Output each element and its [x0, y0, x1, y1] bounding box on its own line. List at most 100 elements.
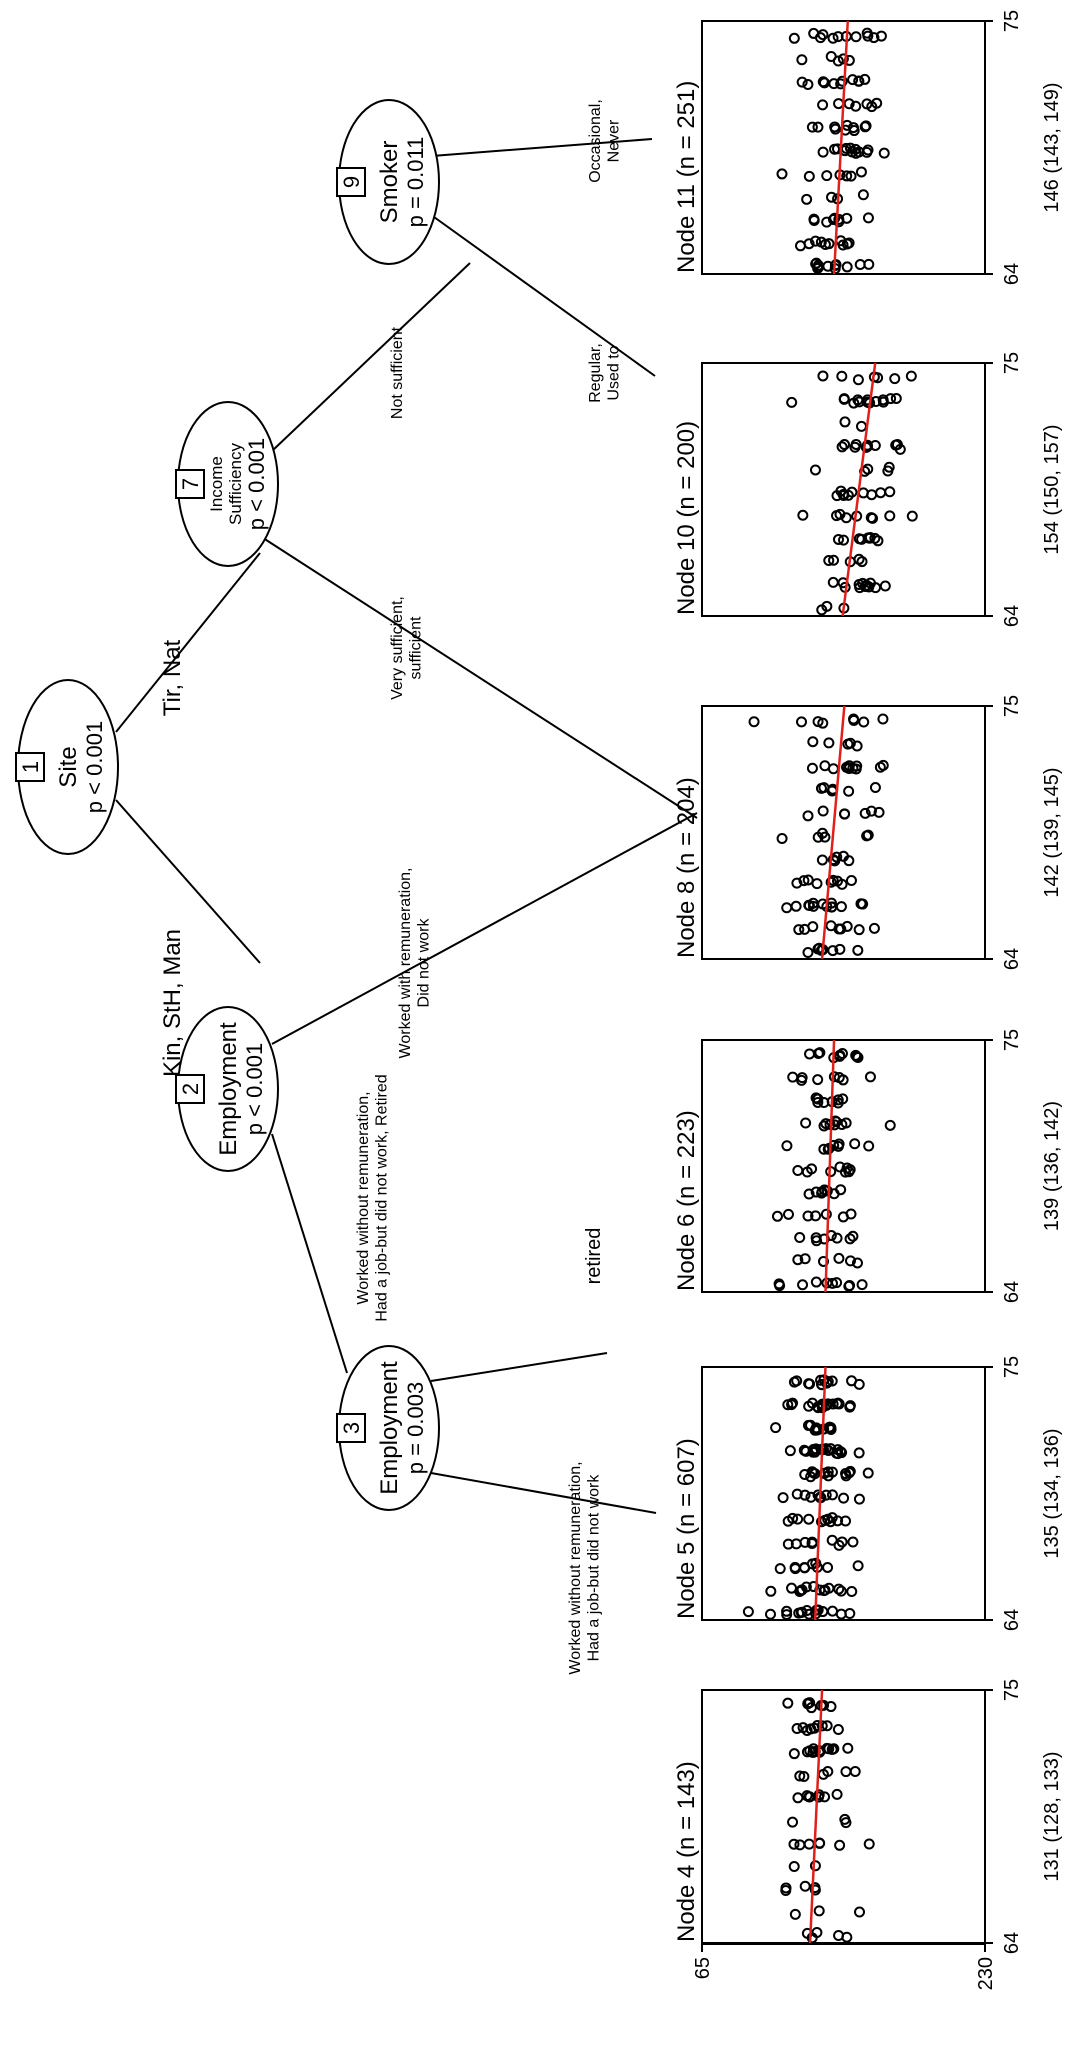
scatter-point: [789, 1908, 801, 1920]
panel-node-5-xtick-label: 75: [1001, 1356, 1023, 1378]
scatter-point: [791, 877, 803, 889]
node-3-pvalue: p = 0.003: [403, 1382, 428, 1474]
scatter-point: [884, 1119, 896, 1131]
scatter-point: [781, 1140, 793, 1152]
scatter-point: [843, 98, 855, 110]
scatter-point: [803, 238, 815, 250]
scatter-point: [829, 143, 841, 155]
scatter-point: [855, 166, 867, 178]
scatter-point: [802, 874, 814, 886]
scatter-point: [782, 1697, 794, 1709]
scatter-point: [829, 123, 841, 135]
scatter-point: [787, 1512, 799, 1524]
panel-node-11-title: Node 11 (n = 251): [673, 81, 700, 273]
scatter-point: [809, 464, 821, 476]
edge-label-7-9: Not sufficient: [389, 326, 406, 419]
scatter-point: [782, 1538, 794, 1550]
scatter-point: [855, 898, 867, 910]
scatter-point: [853, 1378, 865, 1390]
scatter-point: [853, 75, 865, 87]
node-9-label: Smoker: [376, 141, 403, 224]
scatter-point: [773, 1278, 785, 1290]
scatter-point: [792, 1254, 804, 1266]
scatter-point: [799, 923, 811, 935]
scatter-point: [840, 1515, 852, 1527]
panel-node-6-fit-line: [824, 1039, 836, 1293]
scatter-point: [812, 259, 824, 271]
scatter-point: [802, 947, 814, 959]
scatter-point: [863, 581, 875, 593]
panel-node-8: Node 8 (n = 204) 142 (139, 145) 64 75: [673, 695, 1063, 970]
scatter-point: [817, 146, 829, 158]
scatter-point: [853, 1493, 865, 1505]
scatter-point: [827, 1605, 839, 1617]
scatter-point: [776, 833, 788, 845]
scatter-point: [816, 1402, 828, 1414]
scatter-point: [818, 1255, 830, 1267]
scatter-point: [803, 1608, 815, 1620]
scatter-point: [794, 1770, 806, 1782]
panel-node-4-summary: 131 (128, 133): [1041, 1751, 1063, 1881]
scatter-point: [859, 121, 871, 133]
scatter-point: [828, 78, 840, 90]
scatter-point: [799, 1536, 811, 1548]
scatter-point: [826, 1277, 838, 1289]
scatter-point: [844, 1233, 856, 1245]
scatter-point: [794, 1232, 806, 1244]
scatter-point: [883, 461, 895, 473]
scatter-point: [850, 438, 862, 450]
scatter-point: [869, 782, 881, 794]
scatter-point: [748, 716, 760, 728]
node-9-id-box: [336, 167, 366, 197]
scatter-point: [843, 762, 855, 774]
scatter-point: [816, 854, 828, 866]
scatter-point: [806, 762, 818, 774]
scatter-point: [862, 212, 874, 224]
panel-node-5-xtick-label: 64: [1001, 1609, 1023, 1631]
panel-node-10: Node 10 (n = 200) 154 (150, 157) 64 75: [673, 352, 1063, 627]
edge-1-2: [115, 799, 261, 964]
scatter-point: [863, 258, 875, 270]
scatter-point: [840, 512, 852, 524]
scatter-point: [850, 31, 862, 43]
node-7-pvalue: p < 0.001: [244, 438, 269, 530]
scatter-point: [799, 1253, 811, 1265]
scatter-point: [788, 1838, 800, 1850]
scatter-point: [825, 1516, 837, 1528]
scatter-point: [860, 441, 872, 453]
scatter-point: [816, 604, 828, 616]
scatter-point: [868, 922, 880, 934]
scatter-point: [807, 736, 819, 748]
scatter-point: [862, 396, 874, 408]
scatter-point: [857, 189, 869, 201]
scatter-point: [851, 1051, 863, 1063]
edge-label-2-6: Worked with remuneration,Did not work: [397, 868, 432, 1059]
scatter-point: [822, 1561, 834, 1573]
panel-node-6-xtick-label: 75: [1001, 1029, 1023, 1051]
scatter-point: [825, 1701, 837, 1713]
scatter-point: [832, 1094, 844, 1106]
scatter-point: [827, 854, 839, 866]
scatter-point: [817, 370, 829, 382]
scatter-point: [847, 1536, 859, 1548]
scatter-point: [843, 855, 855, 867]
scatter-point: [817, 99, 829, 111]
scatter-point: [831, 1788, 843, 1800]
scatter-point: [847, 122, 859, 134]
scatter-point: [803, 1513, 815, 1525]
node-2-label: Employment: [215, 1022, 242, 1156]
scatter-point: [843, 785, 855, 797]
panel-node-11-frame: [701, 20, 986, 275]
node-7-id-box: [175, 469, 205, 499]
panel-node-10-xtick-label: 64: [1001, 605, 1023, 627]
scatter-point: [831, 1398, 843, 1410]
scatter-point: [809, 235, 821, 247]
scatter-point: [791, 1375, 803, 1387]
panel-node-5-summary: 135 (134, 136): [1041, 1428, 1063, 1558]
scatter-point: [877, 713, 889, 725]
scatter-point: [776, 168, 788, 180]
scatter-point: [813, 1791, 825, 1803]
scatter-point: [832, 31, 844, 43]
scatter-point: [856, 533, 868, 545]
